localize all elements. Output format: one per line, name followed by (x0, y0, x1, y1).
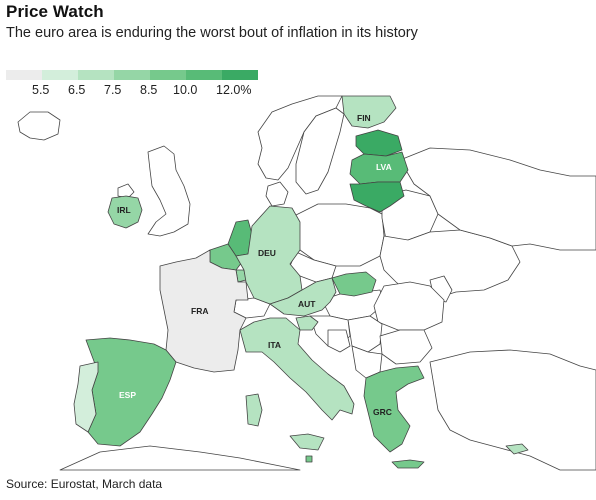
country-portugal (73, 361, 99, 433)
country-slovenia (295, 315, 319, 331)
country-latvia (349, 151, 409, 185)
country-label-esp: ESP (119, 390, 136, 400)
country-great-britain (147, 145, 191, 237)
legend-label: 8.5 (140, 83, 158, 97)
legend-swatch (78, 70, 114, 80)
legend-swatch (222, 70, 258, 80)
country-italy (239, 317, 355, 421)
country-iceland (17, 111, 61, 141)
legend-swatch (150, 70, 186, 80)
legend-label: 6.5 (68, 83, 86, 97)
country-cyprus (505, 443, 529, 455)
legend-labels: 5.5 6.5 7.5 8.5 10.0 12.0% (6, 80, 266, 98)
country-bulgaria (379, 329, 433, 365)
legend-swatch (42, 70, 78, 80)
country-malta (305, 455, 313, 463)
country-romania (373, 281, 445, 331)
country-sicily (289, 433, 325, 451)
country-label-grc: GRC (373, 407, 392, 417)
country-northern-ireland (117, 183, 135, 199)
legend-label: 5.5 (32, 83, 50, 97)
country-bosnia (327, 329, 351, 353)
country-sardinia (245, 393, 263, 427)
country-slovakia (331, 271, 377, 297)
legend-swatch (186, 70, 222, 80)
country-ireland (107, 195, 143, 229)
country-france (159, 249, 249, 373)
country-russia (399, 147, 596, 251)
chart-title: Price Watch (6, 2, 104, 21)
country-label-aut: AUT (298, 299, 316, 309)
country-sweden (295, 107, 345, 195)
country-ukraine (379, 229, 521, 301)
country-label-irl: IRL (117, 205, 131, 215)
country-label-lva: LVA (376, 162, 392, 172)
country-label-fin: FIN (357, 113, 371, 123)
country-turkey (429, 349, 596, 471)
legend-swatch (6, 70, 42, 80)
chart-subtitle: The euro area is enduring the worst bout… (6, 25, 418, 41)
country-crete (391, 459, 425, 469)
color-legend: 5.5 6.5 7.5 8.5 10.0 12.0% (6, 70, 266, 98)
source-note: Source: Eurostat, March data (6, 477, 163, 491)
legend-swatch (114, 70, 150, 80)
country-greece (363, 365, 425, 453)
country-denmark (265, 181, 289, 207)
legend-label: 12.0% (216, 83, 252, 97)
legend-label: 7.5 (104, 83, 122, 97)
country-austria (269, 277, 337, 317)
country-lithuania (349, 181, 405, 213)
country-label-deu: DEU (258, 248, 276, 258)
country-north-africa (59, 445, 301, 471)
europe-inflation-map: FIN LVA IRL DEU FRA AUT ITA ESP GRC (17, 95, 596, 471)
country-label-ita: ITA (268, 340, 281, 350)
legend-swatches (6, 70, 266, 80)
country-label-fra: FRA (191, 306, 208, 316)
country-finland (341, 95, 397, 129)
legend-label: 10.0 (173, 83, 198, 97)
country-estonia (355, 129, 403, 157)
